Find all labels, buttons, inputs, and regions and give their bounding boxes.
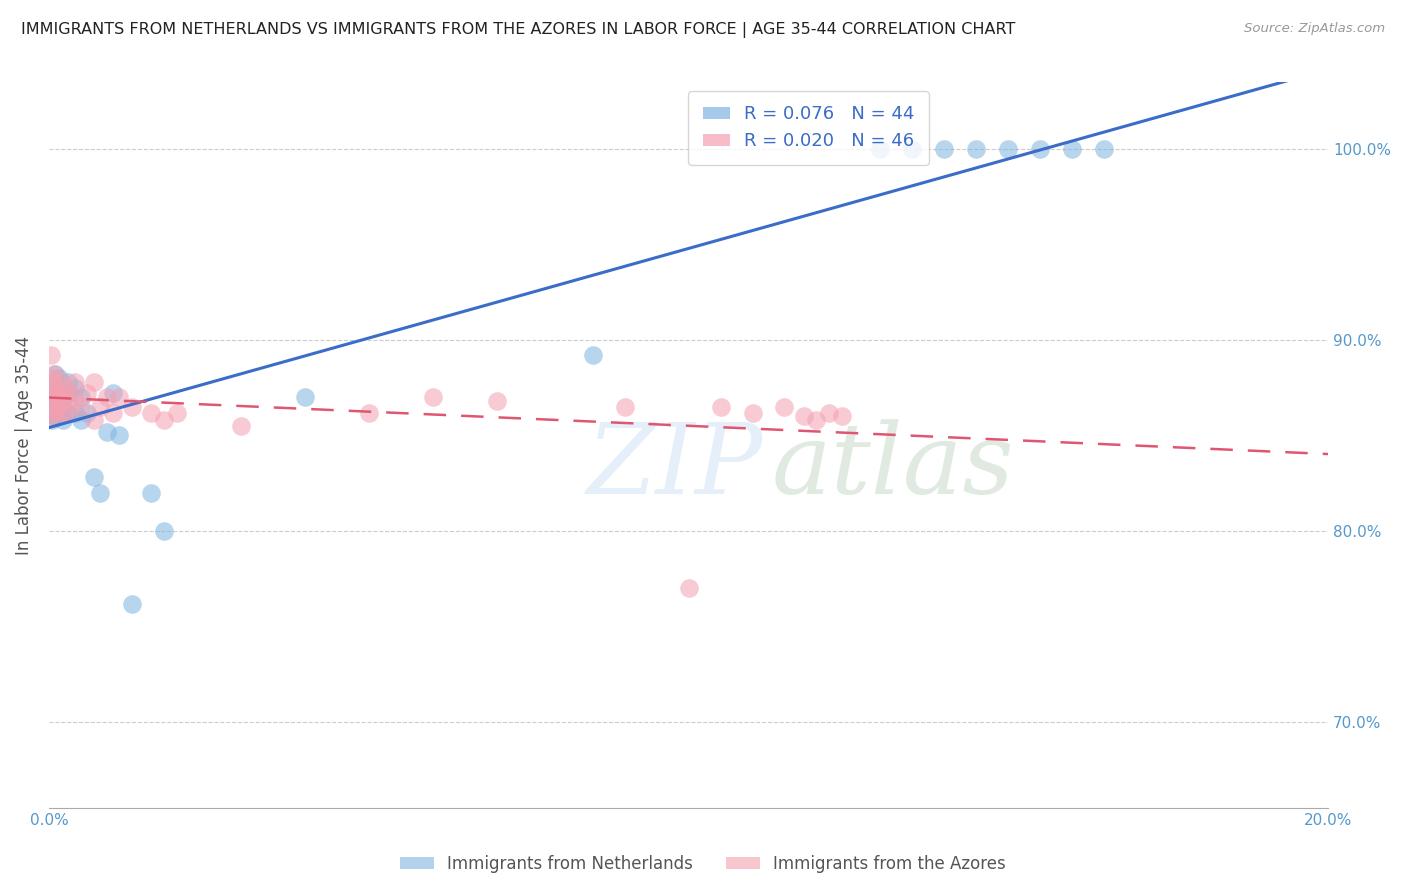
Text: ZIP: ZIP: [586, 419, 762, 515]
Point: [56, 375, 79, 389]
Point: [58, 386, 80, 401]
Point: [39, 405, 62, 419]
Point: [678, 582, 700, 596]
Point: [793, 409, 815, 424]
Point: [965, 142, 987, 156]
Text: Source: ZipAtlas.com: Source: ZipAtlas.com: [1244, 22, 1385, 36]
Point: [41, 394, 63, 409]
Point: [70, 390, 93, 404]
Point: [76, 386, 98, 401]
Point: [613, 400, 636, 414]
Point: [294, 390, 316, 404]
Point: [48, 371, 70, 385]
Point: [153, 524, 176, 538]
Point: [581, 348, 603, 362]
Point: [45, 394, 67, 409]
Point: [141, 485, 163, 500]
Point: [1029, 142, 1052, 156]
Point: [63, 405, 86, 419]
Point: [166, 405, 188, 419]
Point: [39, 394, 62, 409]
Point: [101, 405, 124, 419]
Point: [108, 390, 131, 404]
Point: [44, 381, 66, 395]
Point: [89, 485, 111, 500]
Point: [44, 381, 66, 395]
Point: [141, 405, 163, 419]
Point: [42, 390, 65, 404]
Point: [485, 394, 508, 409]
Point: [773, 400, 796, 414]
Point: [39, 348, 62, 362]
Point: [709, 400, 731, 414]
Point: [39, 409, 62, 424]
Point: [83, 470, 105, 484]
Point: [96, 425, 118, 439]
Point: [42, 381, 65, 395]
Point: [1062, 142, 1084, 156]
Point: [51, 375, 73, 389]
Y-axis label: In Labor Force | Age 35-44: In Labor Force | Age 35-44: [15, 335, 32, 555]
Point: [869, 142, 891, 156]
Point: [56, 405, 79, 419]
Point: [46, 390, 69, 404]
Legend: Immigrants from Netherlands, Immigrants from the Azores: Immigrants from Netherlands, Immigrants …: [394, 848, 1012, 880]
Point: [76, 405, 98, 419]
Point: [101, 386, 124, 401]
Point: [1092, 142, 1115, 156]
Point: [357, 405, 380, 419]
Point: [44, 405, 66, 419]
Point: [41, 381, 63, 395]
Point: [63, 394, 86, 409]
Point: [108, 428, 131, 442]
Point: [89, 400, 111, 414]
Point: [831, 409, 853, 424]
Point: [44, 368, 66, 382]
Point: [806, 413, 828, 427]
Point: [934, 142, 956, 156]
Point: [46, 390, 69, 404]
Point: [56, 390, 79, 404]
Point: [997, 142, 1019, 156]
Point: [70, 400, 93, 414]
Point: [96, 390, 118, 404]
Point: [51, 394, 73, 409]
Text: atlas: atlas: [772, 419, 1015, 515]
Point: [52, 405, 75, 419]
Point: [63, 381, 86, 395]
Point: [153, 413, 176, 427]
Point: [41, 413, 63, 427]
Point: [51, 400, 73, 414]
Point: [818, 405, 841, 419]
Point: [44, 405, 66, 419]
Point: [46, 400, 69, 414]
Point: [83, 413, 105, 427]
Point: [229, 418, 252, 433]
Point: [42, 375, 65, 389]
Point: [46, 405, 69, 419]
Point: [51, 386, 73, 401]
Point: [83, 375, 105, 389]
Point: [901, 142, 924, 156]
Point: [121, 597, 143, 611]
Point: [52, 381, 75, 395]
Point: [58, 386, 80, 401]
Point: [41, 371, 63, 385]
Point: [45, 386, 67, 401]
Point: [52, 413, 75, 427]
Legend: R = 0.076   N = 44, R = 0.020   N = 46: R = 0.076 N = 44, R = 0.020 N = 46: [688, 91, 929, 165]
Point: [56, 405, 79, 419]
Text: IMMIGRANTS FROM NETHERLANDS VS IMMIGRANTS FROM THE AZORES IN LABOR FORCE | AGE 3: IMMIGRANTS FROM NETHERLANDS VS IMMIGRANT…: [21, 22, 1015, 38]
Point: [70, 413, 93, 427]
Point: [52, 390, 75, 404]
Point: [44, 409, 66, 424]
Point: [422, 390, 444, 404]
Point: [42, 400, 65, 414]
Point: [63, 375, 86, 389]
Point: [741, 405, 763, 419]
Point: [121, 400, 143, 414]
Point: [42, 368, 65, 382]
Point: [42, 390, 65, 404]
